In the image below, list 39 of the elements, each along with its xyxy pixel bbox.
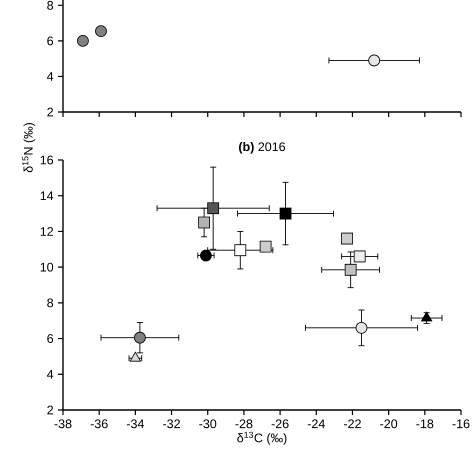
x-tick-label: -18 — [416, 419, 434, 428]
y-tick-label: 8 — [47, 298, 54, 308]
point — [130, 352, 141, 362]
y-tick-label: 2 — [47, 108, 53, 116]
x-tick-label: -34 — [126, 419, 144, 428]
point — [134, 332, 146, 344]
y-tick-label: 4 — [46, 370, 54, 379]
x-tick-label: -36 — [90, 419, 108, 428]
y-tick-label: 6 — [47, 36, 54, 46]
x-tick-label: -32 — [163, 419, 180, 428]
point — [280, 208, 292, 220]
y-tick-label: 2 — [47, 406, 53, 414]
x-tick-label: -24 — [308, 419, 325, 428]
point — [344, 264, 357, 276]
x-tick-label: -26 — [272, 419, 289, 428]
y-axis-title: δ$^{15}$N (‰) — [22, 123, 36, 172]
x-axis-title: δ$^{13}$C (‰) — [237, 432, 286, 445]
y-tick-label: 10 — [40, 262, 54, 272]
point — [421, 312, 432, 322]
y-tick-label: 8 — [47, 0, 54, 10]
y-tick-label: 6 — [47, 334, 54, 343]
point — [198, 216, 210, 228]
y-tick-label: 16 — [40, 156, 54, 164]
x-tick-label: -28 — [235, 419, 252, 428]
y-tick-label: 4 — [46, 72, 54, 81]
point — [207, 202, 220, 214]
point — [260, 240, 272, 253]
chart-title: (b) 2016 — [239, 142, 286, 154]
y-tick-label: 14 — [40, 191, 54, 200]
point — [77, 34, 89, 47]
x-tick-label: -38 — [54, 419, 72, 428]
x-tick-label: -30 — [199, 419, 216, 428]
x-tick-label: -22 — [344, 419, 361, 428]
point — [200, 250, 212, 262]
x-tick-label: -20 — [380, 419, 398, 428]
y-tick-label: 12 — [40, 227, 53, 236]
point — [341, 232, 353, 244]
point — [95, 25, 107, 38]
x-tick-label: -16 — [452, 419, 470, 428]
